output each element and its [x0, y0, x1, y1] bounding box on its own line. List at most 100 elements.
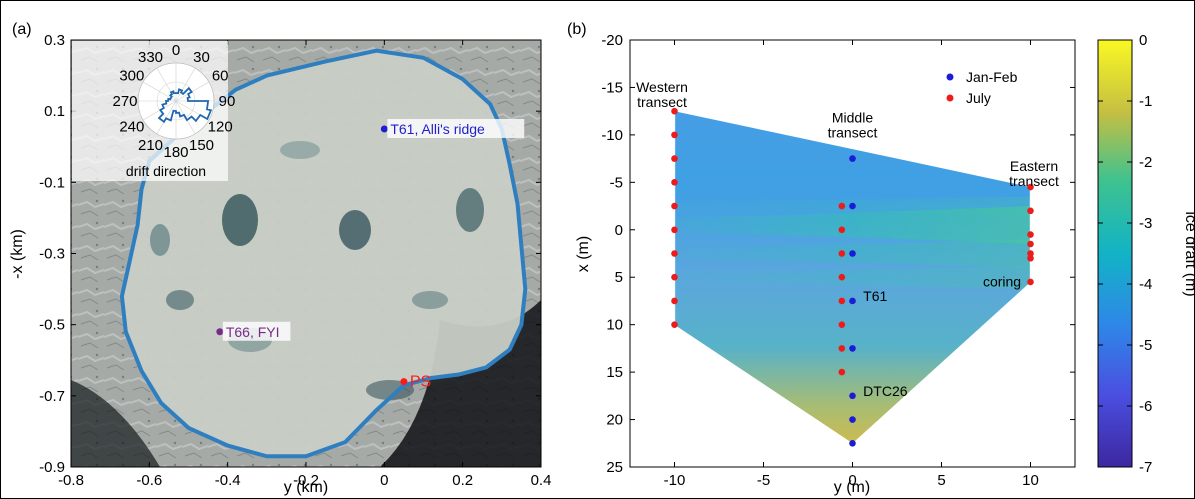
polar-angle-label: 180	[163, 144, 188, 161]
july-point	[838, 273, 846, 281]
panel-b-annotation: DTC26	[863, 383, 908, 399]
polar-angle-label: 240	[119, 119, 144, 136]
panel-a-ylabel: -x (km)	[9, 229, 26, 279]
panel-a-xtick-label: -0.6	[136, 472, 162, 489]
polar-spoke	[175, 81, 210, 102]
panel-b-ytick-label: -15	[601, 79, 623, 96]
panel-a-ytick-label: -0.1	[39, 174, 65, 191]
drift-histogram	[157, 86, 213, 124]
polar-angle-label: 90	[219, 93, 236, 110]
jan-feb-point	[849, 297, 856, 305]
polar-angle-label: 30	[193, 49, 210, 66]
jan-feb-point	[849, 416, 856, 423]
colorbar-tick-label: -4	[1139, 276, 1152, 293]
jan-feb-point	[849, 155, 856, 162]
colorbar	[1097, 39, 1133, 468]
panel-a-point	[380, 125, 388, 133]
panel-b-xtick-label: -10	[664, 472, 686, 489]
panel-b-annotation: T61	[863, 288, 887, 304]
colorbar-tick-label: -5	[1139, 337, 1152, 354]
jan-feb-point	[849, 250, 856, 257]
panel-b-ytick-label: 10	[606, 317, 623, 334]
colorbar-tick-label: -6	[1139, 398, 1152, 415]
jan-feb-point	[849, 202, 856, 210]
panel-a-point	[400, 378, 408, 386]
panel-b-xtick-label: -5	[757, 472, 770, 489]
panel-a-point-label: PS	[410, 374, 431, 391]
july-point	[838, 368, 846, 376]
july-point	[671, 250, 678, 257]
panel-a-xtick-label: -0.4	[215, 472, 241, 489]
legend-label-jan-feb: Jan-Feb	[966, 69, 1018, 85]
legend: Jan-Feb July	[946, 69, 1018, 106]
ice-draft-band	[674, 206, 1031, 245]
polar-angle-label: 300	[119, 68, 144, 85]
panel-b-xlabel: y (m)	[834, 479, 870, 496]
panel-a-point-label-bg	[387, 118, 525, 138]
polar-angle-label: 270	[112, 93, 137, 110]
panel-a-ytick-label: 0.1	[44, 103, 65, 120]
panel-a-point-label-bg	[222, 321, 291, 341]
july-point	[671, 273, 678, 281]
july-point	[838, 297, 846, 305]
july-point	[1027, 250, 1034, 257]
panel-b-ytick-label: -5	[610, 174, 623, 191]
polar-angle-label: 120	[208, 119, 233, 136]
july-point	[671, 226, 678, 234]
panel-b-annotation: Eastern	[1010, 158, 1058, 174]
panel-a-xtick-label: -0.8	[58, 472, 84, 489]
panel-a-ytick-label: 0.3	[44, 32, 65, 49]
panel-b-annotation: coring	[983, 274, 1021, 290]
july-point	[1027, 254, 1034, 262]
panel-b-ticks: -10 -5 0 5 10 -20 -15 -10 -5 0 5 10 15 20 25	[601, 32, 1075, 489]
panel-a-points: T61, Alli's ridge T66, FYI PS	[216, 118, 525, 391]
july-point	[1027, 240, 1034, 248]
panel-a-ticks: -0.8 -0.6 -0.4 -0.2 0 0.2 0.4 0.3 0.1 -0.1 -0.3 -0.…	[39, 32, 551, 489]
polar-angle-label: 60	[212, 68, 229, 85]
july-point	[1027, 231, 1034, 238]
legend-marker-july	[946, 94, 954, 102]
july-point	[838, 202, 846, 210]
panel-a-ytick-label: -0.3	[39, 246, 65, 263]
panel-a-xtick-label: -0.2	[293, 472, 319, 489]
panel-a: -0.8 -0.6 -0.4 -0.2 0 0.2 0.4 0.3 0.1 -0.1 -0.3 -0.…	[9, 32, 551, 496]
panel-a-xtick-label: 0.2	[452, 472, 473, 489]
july-point	[1027, 207, 1034, 215]
panel-b-xtick-label: 5	[937, 472, 945, 489]
polar-spoke	[156, 67, 177, 102]
july-point	[1027, 183, 1034, 191]
july-point	[671, 107, 678, 115]
jan-feb-point	[849, 439, 856, 447]
panel-b-annotation: Middle	[832, 110, 873, 126]
polar-angle-label: 0	[172, 42, 180, 59]
july-point	[671, 179, 678, 186]
panel-b-ytick-label: 15	[606, 364, 623, 381]
polar-angle-label: 210	[138, 137, 163, 154]
panel-a-ytick-label: -0.5	[39, 317, 65, 334]
inset-label: drift direction	[126, 163, 206, 179]
panel-a-point-label: T66, FYI	[226, 324, 280, 340]
legend-label-july: July	[966, 90, 991, 106]
panel-b-ytick-label: 25	[606, 459, 623, 476]
colorbar-tick-label: -3	[1139, 215, 1152, 232]
panel-b-annotation: Western	[636, 79, 688, 95]
panel-a-xtick-label: 0.4	[531, 472, 552, 489]
panel-b-ytick-label: 5	[615, 269, 623, 286]
colorbar-tick-label: -2	[1139, 154, 1152, 171]
colorbar-tick-label: 0	[1139, 32, 1147, 49]
july-point	[1027, 278, 1034, 286]
panel-b-ytick-label: 0	[615, 222, 623, 239]
panel-b-annotation: transect	[828, 125, 878, 141]
ice-draft-band	[674, 265, 1031, 289]
panel-b-xtick-label: 10	[1022, 472, 1039, 489]
july-point	[671, 155, 678, 162]
panel-a-ytick-label: -0.9	[39, 459, 65, 476]
panel-b-label: (b)	[567, 21, 587, 38]
panel-a-ytick-label: -0.7	[39, 388, 65, 405]
colorbar-tick-label: -1	[1139, 93, 1152, 110]
panel-b-annotation: transect	[637, 94, 687, 110]
